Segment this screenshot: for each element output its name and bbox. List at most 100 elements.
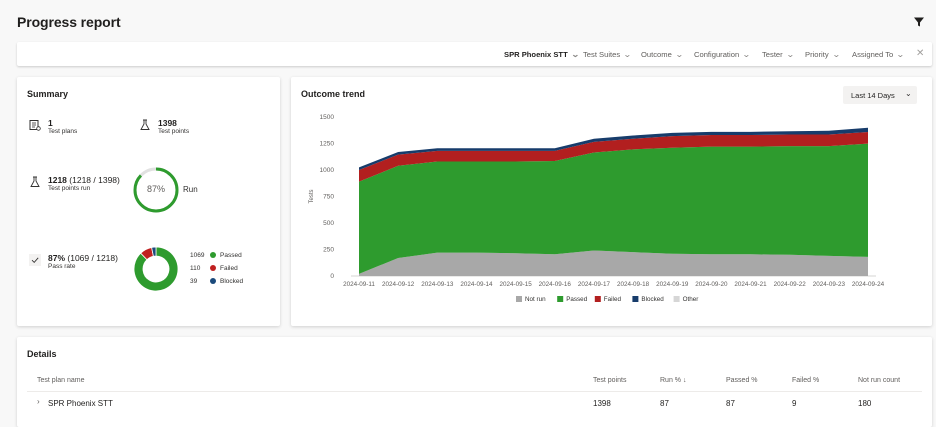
donut-legend-passed: 1069 Passed [190,252,242,259]
x-tick-label: 2024-09-18 [617,281,650,288]
filter-tester[interactable]: Tester ⌄ [762,50,794,59]
row-not-run: 180 [858,399,872,408]
x-tick-label: 2024-09-20 [695,281,728,288]
col-header-run[interactable]: Run % ↓ [660,377,686,384]
filter-configuration[interactable]: Configuration ⌄ [694,50,751,59]
x-tick-label: 2024-09-22 [774,281,807,288]
y-tick-label: 1250 [320,141,335,148]
clear-filters-icon[interactable]: ✕ [916,48,925,59]
chevron-down-icon: ⌄ [570,50,580,59]
y-tick-label: 1000 [320,167,335,174]
legend-label: Passed [566,296,588,303]
chevron-down-icon: ⌄ [623,50,632,59]
y-tick-label: 250 [323,247,334,254]
x-tick-label: 2024-09-24 [852,281,885,288]
pass-rate-detail: (1069 / 1218) [67,253,118,263]
filter-label: SPR Phoenix STT [504,50,568,59]
col-header-not-run[interactable]: Not run count [858,377,901,384]
header-divider [27,391,922,392]
x-tick-label: 2024-09-23 [813,281,846,288]
x-tick-label: 2024-09-11 [343,281,375,288]
col-header-passed[interactable]: Passed % [726,377,758,384]
x-tick-label: 2024-09-21 [734,281,767,288]
run-label: Run [183,185,198,194]
filter-icon[interactable] [913,16,925,28]
blocked-dot [210,278,216,285]
chevron-down-icon: ⌄ [896,50,905,59]
x-tick-label: 2024-09-16 [539,281,572,288]
filter-label: Assigned To [852,50,894,59]
legend-label: Not run [525,296,546,303]
failed-label: Failed [220,265,238,272]
outcome-donut [133,246,179,292]
beaker-icon [140,119,150,130]
area-passed [359,143,868,274]
legend-label: Other [683,296,699,303]
donut-legend-failed: 110 Failed [190,265,238,272]
filter-label: Test Suites [583,50,621,59]
y-tick-label: 500 [323,220,334,227]
legend-swatch-passed [557,296,564,302]
sort-down-icon: ↓ [682,377,687,384]
chevron-down-icon: ⌄ [831,50,841,59]
x-tick-label: 2024-09-13 [421,281,454,288]
donut-legend-blocked: 39 Blocked [190,278,243,285]
table-row[interactable] [27,394,922,412]
run-percent: 87% [146,184,165,194]
filter-assigned-to[interactable]: Assigned To ⌄ [852,50,905,59]
filter-outcome[interactable]: Outcome ⌄ [641,50,684,59]
points-run-label: Test points run [48,185,91,192]
pass-rate-value: 87% [48,253,66,263]
x-tick-label: 2024-09-12 [382,281,415,288]
area-failed [359,131,868,182]
range-label: Last 14 Days [851,91,895,100]
chevron-down-icon: ⌄ [674,50,684,59]
blocked-count: 39 [190,278,198,285]
y-tick-label: 1500 [320,114,335,121]
row-plan-name[interactable]: SPR Phoenix STT [48,399,113,408]
filter-bar: SPR Phoenix STT ⌄ Test Suites ⌄ Outcome ⌄ C… [17,42,932,66]
trend-title: Outcome trend [301,89,366,99]
checkmark-icon [29,254,41,266]
failed-dot [210,265,216,272]
failed-count: 110 [190,265,201,272]
x-tick-label: 2024-09-14 [460,281,493,288]
test-plans-label: Test plans [48,128,78,135]
beaker-icon [30,176,40,187]
passed-label: Passed [220,252,242,259]
page-title: Progress report [17,14,121,30]
details-title: Details [27,349,57,359]
area-not-run [359,250,868,276]
range-dropdown[interactable]: Last 14 Days ⌄ [843,86,917,104]
chevron-right-icon[interactable]: › [37,397,40,406]
chevron-down-icon: ⌄ [905,89,912,98]
test-points-value: 1398 [158,118,177,128]
col-header-failed[interactable]: Failed % [792,377,820,384]
row-test-points: 1398 [593,399,611,408]
filter-label: Configuration [694,50,740,59]
details-card: Details [17,337,932,427]
filter-test-plan[interactable]: SPR Phoenix STT ⌄ [504,50,580,59]
y-tick-label: 0 [330,273,334,280]
filter-priority[interactable]: Priority ⌄ [805,50,841,59]
legend-swatch-blocked [632,296,639,302]
legend-label: Failed [604,296,622,303]
summary-title: Summary [27,89,69,99]
legend-swatch-other [673,296,680,302]
passed-dot [210,252,216,259]
col-header-test-points[interactable]: Test points [593,377,627,384]
x-tick-label: 2024-09-19 [656,281,689,288]
points-run-value: 1218 [48,175,67,185]
legend-swatch-failed [594,296,601,302]
x-tick-label: 2024-09-15 [500,281,533,288]
test-plans-value: 1 [48,118,53,128]
filter-label: Outcome [641,50,672,59]
y-axis-label: Tests [309,189,315,203]
outcome-trend-chart: 0 250 500 750 1000 1250 1500 Tests 2024-09-11 202… [309,114,885,303]
filter-test-suites[interactable]: Test Suites ⌄ [583,50,632,59]
area-blocked [359,127,868,170]
test-plan-icon [29,120,41,131]
summary-card: Summary 1 Test plans 1398 Test points 12… [17,77,280,326]
col-header-test-plan-name[interactable]: Test plan name [37,377,85,384]
row-failed: 9 [792,399,797,408]
